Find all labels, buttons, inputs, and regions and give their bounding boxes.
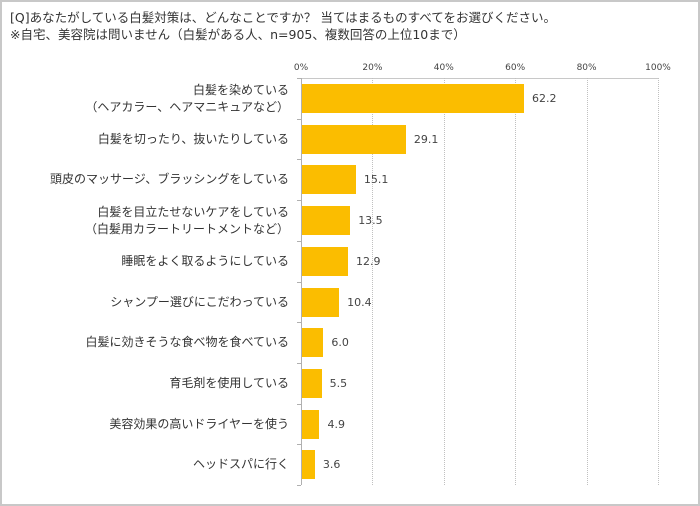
bar: [302, 84, 525, 113]
x-tick-label: 20%: [362, 63, 383, 73]
bar-value-label: 12.9: [356, 254, 381, 268]
y-tick-mark: [297, 362, 301, 364]
chart-header: [Q]あなたがしている白髪対策は、どんなことですか？ 当てはまるものすべてをお選…: [10, 9, 556, 43]
category-label: 白髪を切ったり、抜いたりしている: [98, 131, 289, 148]
category-label: ヘッドスパに行く: [193, 456, 289, 473]
category-label: シャンプー選びにこだわっている: [110, 294, 289, 311]
category-label-line1: 頭皮のマッサージ、ブラッシングをしている: [49, 172, 289, 187]
y-tick-mark: [297, 322, 301, 324]
bar-value-label: 62.2: [532, 92, 557, 105]
bar-value-label: 3.6: [322, 458, 341, 472]
y-tick-mark: [297, 281, 301, 283]
x-tick-label: 100%: [645, 63, 671, 73]
bar: [302, 165, 356, 195]
bar: [302, 246, 349, 276]
bar: [302, 287, 340, 317]
category-label-line1: ヘッドスパに行く: [192, 457, 289, 472]
category-label: 白髪に効きそうな食べ物を食べている: [85, 334, 289, 351]
gridline: [658, 78, 659, 485]
x-tick-label: 0%: [293, 63, 309, 73]
y-tick-mark: [297, 200, 301, 202]
category-label-line1: 白髪に効きそうな食べ物を食べている: [85, 335, 289, 350]
category-label: 美容効果の高いドライヤーを使う: [109, 416, 289, 433]
category-label: 頭皮のマッサージ、ブラッシングをしている: [50, 171, 289, 188]
y-tick-mark: [297, 118, 301, 120]
category-label-line1: 育毛剤を使用している: [169, 375, 289, 390]
category-label-line2: （ヘアカラー、ヘアマニキュアなど）: [85, 99, 289, 114]
bar-value-label: 15.1: [363, 173, 389, 187]
y-tick-mark: [297, 485, 301, 486]
bar-value-label: 29.1: [413, 132, 439, 146]
y-tick-mark: [297, 240, 301, 242]
category-label-line1: 睡眠をよく取るようにしている: [121, 253, 289, 268]
bar: [302, 368, 322, 398]
category-label-line1: シャンプー選びにこだわっている: [110, 294, 289, 309]
category-label: 白髪を染めている （ヘアカラー、ヘアマニキュアなど）: [85, 82, 289, 116]
y-axis-line: [301, 78, 302, 485]
bar-value-label: 13.5: [358, 214, 383, 228]
plot-top-border: [301, 78, 658, 79]
x-tick-label: 60%: [505, 63, 526, 73]
category-label: 育毛剤を使用している: [169, 375, 289, 392]
y-tick-mark: [297, 78, 301, 79]
bar-value-label: 4.9: [327, 417, 345, 431]
bar: [302, 124, 406, 154]
question-text: [Q]あなたがしている白髪対策は、どんなことですか？ 当てはまるものすべてをお選…: [10, 10, 556, 25]
gridline: [586, 78, 588, 485]
y-tick-mark: [297, 159, 301, 161]
category-label-line1: 白髪を切ったり、抜いたりしている: [97, 131, 289, 146]
y-tick-mark: [297, 403, 301, 405]
category-label-line1: 白髪を目立たせないケアをしている: [97, 204, 289, 219]
category-label-line1: 美容効果の高いドライヤーを使う: [109, 416, 289, 431]
bar-value-label: 10.4: [347, 295, 372, 309]
gridline: [443, 78, 445, 485]
category-label-line2: （白髪用カラートリートメントなど）: [84, 221, 289, 236]
bar: [302, 450, 315, 480]
x-tick-label: 80%: [576, 63, 597, 73]
category-label: 睡眠をよく取るようにしている: [121, 253, 289, 270]
note-text: ※自宅、美容院は問いません（白髪がある人、n=905、複数回答の上位10まで）: [10, 27, 466, 42]
gridline: [515, 78, 517, 485]
plot-area: 0% 20% 40% 60% 80% 100% 62.2 29.1 15.1 13.5 12.9 10…: [294, 63, 671, 486]
gridline: [372, 78, 374, 485]
bar: [302, 206, 351, 236]
bar-value-label: 6.0: [331, 336, 349, 350]
y-tick-mark: [297, 444, 301, 446]
x-tick-label: 40%: [433, 63, 454, 73]
category-label-line1: 白髪を染めている: [192, 82, 289, 97]
bar: [302, 409, 320, 439]
bar-value-label: 5.5: [329, 376, 348, 390]
category-label: 白髪を目立たせないケアをしている （白髪用カラートリートメントなど）: [85, 204, 289, 238]
bar: [302, 328, 324, 358]
